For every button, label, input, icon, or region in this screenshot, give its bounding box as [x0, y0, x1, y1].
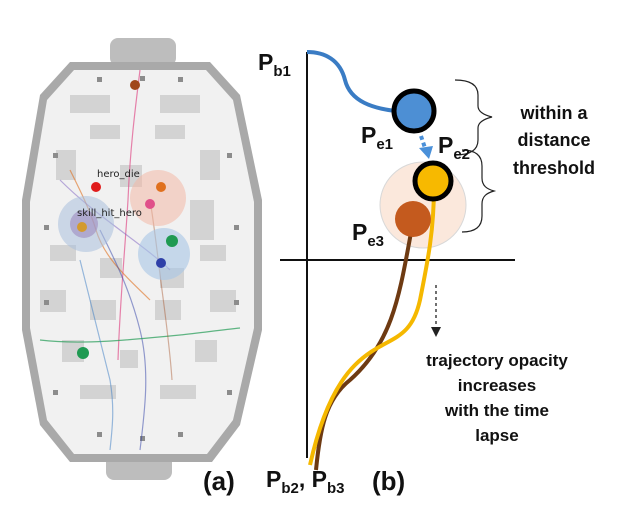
threshold-line-2: distance	[517, 130, 590, 150]
map-top-tab	[110, 38, 176, 66]
trajectory-blue	[306, 50, 409, 114]
node-pe1	[391, 88, 437, 134]
caption-a: (a)	[203, 466, 235, 496]
point-red-hero-die	[91, 182, 101, 192]
panel-a-map: hero_die skill_hit_hero	[22, 38, 262, 480]
trajectory-brown	[314, 221, 415, 471]
threshold-annotation: within a distance threshold	[513, 103, 595, 178]
node-pe2	[412, 160, 454, 202]
brace-lower	[461, 149, 497, 233]
trajectory-yellow	[308, 185, 436, 466]
point-brown-top	[130, 80, 140, 90]
caption-b: (b)	[372, 466, 405, 496]
opacity-arrow-head	[431, 327, 441, 337]
label-pe3: Pe3	[352, 219, 384, 250]
opacity-annotation: trajectory opacity increases with the ti…	[426, 351, 568, 445]
opacity-line-1: trajectory opacity	[426, 351, 568, 370]
point-pink	[145, 199, 155, 209]
point-blue	[156, 258, 166, 268]
point-skill-hit	[77, 222, 87, 232]
point-green-top	[166, 235, 178, 247]
tower-markers	[44, 76, 239, 441]
label-pb2-pb3: Pb2, Pb3	[266, 466, 345, 497]
label-pb1: Pb1	[258, 49, 291, 80]
label-hero-die: hero_die	[97, 169, 140, 180]
opacity-line-4: lapse	[475, 426, 518, 445]
node-pe3	[395, 201, 431, 237]
point-orange	[156, 182, 166, 192]
event-area-pink	[130, 170, 186, 226]
label-skill-hit-hero: skill_hit_hero	[77, 208, 142, 219]
move-arrow-head	[419, 146, 433, 159]
map-blocks	[40, 95, 236, 399]
threshold-line-3: threshold	[513, 158, 595, 178]
label-pe1: Pe1	[361, 122, 393, 153]
label-pe2: Pe2	[438, 132, 470, 163]
panel-b-diagram	[280, 50, 515, 471]
brace-upper	[454, 79, 493, 156]
point-green-low	[77, 347, 89, 359]
threshold-line-1: within a	[520, 103, 589, 123]
opacity-line-3: with the time	[444, 401, 549, 420]
opacity-line-2: increases	[458, 376, 536, 395]
event-area-blue	[138, 228, 190, 280]
move-arrow-shaft	[419, 135, 427, 149]
